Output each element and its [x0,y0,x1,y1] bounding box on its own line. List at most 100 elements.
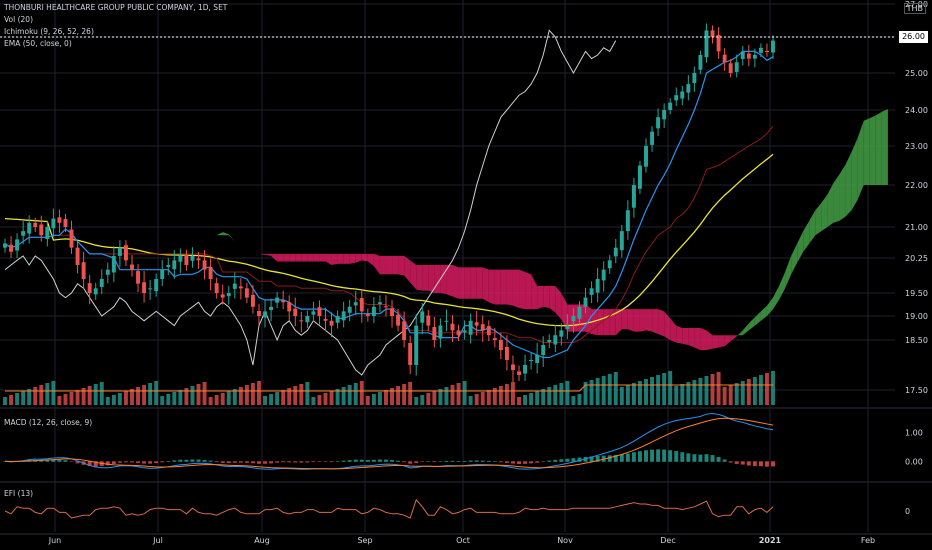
cloud-segment [234,241,241,248]
volume-bar [359,381,364,405]
volume-bar [504,384,509,405]
macd-histogram-bar [746,461,751,466]
volume-bar [722,387,727,405]
volume-bar [117,393,122,405]
candle [674,87,679,106]
volume-bar [625,385,630,405]
macd-histogram-bar [111,461,116,465]
volume-bar [341,387,346,405]
candle [402,311,407,348]
cloud-segment [875,111,882,185]
volume-bar [353,383,358,405]
x-tick-label: Sep [357,536,372,545]
volume-bar [662,373,667,405]
volume-bar [377,392,382,405]
macd-histogram-bar [432,461,437,463]
volume-bar [45,383,50,405]
y-tick-label: 27.00 [905,0,928,9]
macd-histogram-bar [771,461,775,467]
candle [625,200,630,240]
cloud-segment [222,232,229,236]
volume-bar [63,394,68,405]
cloud-segment [851,137,858,211]
cloud-segment [839,164,846,221]
candle [390,299,394,328]
macd-histogram-bar [353,459,358,462]
candle [438,318,443,348]
volume-bar [172,392,177,405]
candle-body [668,102,673,110]
cloud-segment [404,255,411,283]
cloud-segment [537,286,544,310]
cloud-segment [845,151,852,217]
macd-signal-line [4,417,774,470]
macd-histogram-bar [414,461,419,463]
candle [21,221,26,245]
macd-histogram-bar [498,461,503,463]
volume-bar [686,382,691,405]
candle [166,258,171,276]
candle [208,258,213,291]
volume-bar [287,388,292,405]
candle [317,300,322,325]
macd-histogram-bar [365,459,370,462]
volume-bar [752,377,757,405]
candle-body [553,335,558,345]
candle [117,240,122,267]
efi-pane [4,498,774,519]
volume-bar [3,397,7,405]
candle-body [468,320,473,335]
cloud-segment [676,325,683,344]
cloud-segment [555,286,562,320]
candle [668,98,673,115]
candle-body [27,222,32,234]
candle-body [486,326,491,336]
candle [656,108,661,136]
candle-body [136,271,141,284]
candle [275,292,280,309]
cloud-segment [833,174,840,223]
macd-histogram-bar [559,459,564,462]
volume-bar [123,391,128,405]
candle-body [196,258,201,261]
candle-body [57,217,62,223]
volume-bar [281,390,286,405]
volume-bar [196,384,201,405]
cloud-segment [760,305,767,321]
x-tick-label: Nov [557,536,573,545]
volume-bar [746,379,751,405]
candle-body [450,323,455,331]
volume-bar [674,386,679,405]
candle [99,269,104,294]
macd-histogram-bar [69,461,74,462]
cloud-segment [718,335,725,348]
candle-body [317,307,322,316]
volume-bar [577,394,582,405]
volume-bar [275,392,280,405]
candle-body [69,229,74,248]
volume-bar [365,396,370,405]
candle [631,177,636,218]
legend-ema: EMA (50, close, 0) [4,39,72,48]
macd-histogram-bar [250,461,255,464]
volume-bar [704,376,709,405]
candle-body [359,298,364,312]
candle-body [377,302,382,305]
volume-bar [414,397,419,405]
macd-line [4,412,774,470]
legend-symbol: THONBURI HEALTHCARE GROUP PUBLIC COMPANY… [4,3,228,12]
volume-bar [613,372,618,405]
cloud-segment [803,220,810,252]
cloud-segment [349,253,356,264]
candle-body [105,269,110,275]
candle-body [154,279,159,292]
candle [238,278,243,300]
volume-bar [462,381,467,405]
candle-body [432,327,437,340]
macd-histogram-bar [269,461,274,464]
candle [414,314,419,376]
cloud-segment [265,253,272,256]
candle-body [142,282,147,293]
volume-bar [250,383,255,405]
